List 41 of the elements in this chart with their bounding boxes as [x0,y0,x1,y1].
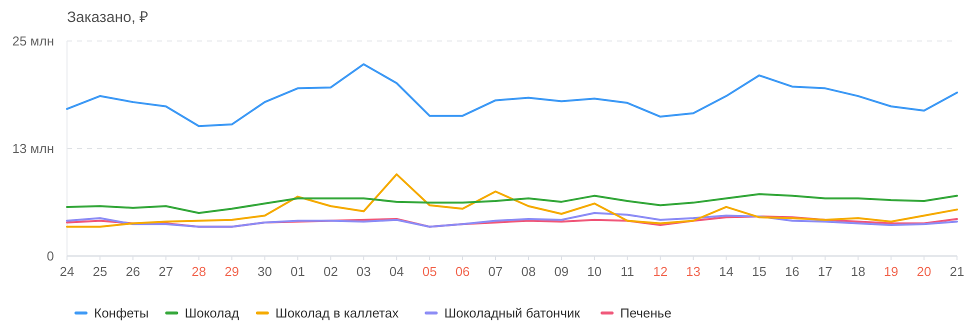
x-tick-label: 26 [126,264,140,279]
x-tick-label: 25 [92,264,108,279]
x-tick-label: 17 [818,264,832,279]
x-tick-label: 02 [323,264,338,279]
line-series [66,63,958,128]
line-series [66,212,958,228]
x-tick-label: 16 [784,264,800,279]
x-tick-label: 19 [884,264,898,279]
y-tick-label: 13 млн [12,141,54,156]
y-tick-label: 0 [46,248,54,264]
legend-label: Шоколад [184,306,240,320]
x-tick-label: 20 [916,264,932,279]
x-tick-label: 10 [587,264,602,279]
x-tick-label: 12 [653,264,668,279]
x-tick-label: 06 [455,264,470,279]
x-tick-label: 28 [192,264,206,279]
x-tick-label: 13 [686,264,701,279]
legend-label: Шоколад в каллетах [275,306,400,320]
x-tick-label: 18 [850,264,866,279]
line-series [66,193,958,214]
x-tick-label: 03 [356,264,371,279]
x-tick-label: 21 [950,264,964,279]
legend-label: Конфеты [94,306,149,320]
legend-label: Печенье [620,306,672,320]
x-tick-label: 01 [290,264,305,279]
x-tick-label: 05 [422,264,437,279]
x-tick-label: 08 [521,264,536,279]
x-tick-label: 04 [389,264,404,279]
chart-title: Заказано, ₽ [67,9,149,26]
legend-label: Шоколадный батончик [444,306,580,320]
x-tick-label: 15 [752,264,766,279]
x-tick-label: 07 [488,264,503,279]
x-tick-label: 29 [224,264,240,279]
x-tick-label: 09 [554,264,569,279]
x-tick-label: 24 [60,264,74,279]
x-tick-label: 30 [258,264,272,279]
x-tick-label: 14 [719,264,734,279]
y-tick-label: 25 млн [12,34,54,48]
x-tick-label: 27 [158,264,174,279]
x-tick-label: 11 [620,264,634,279]
line-series [66,173,958,228]
